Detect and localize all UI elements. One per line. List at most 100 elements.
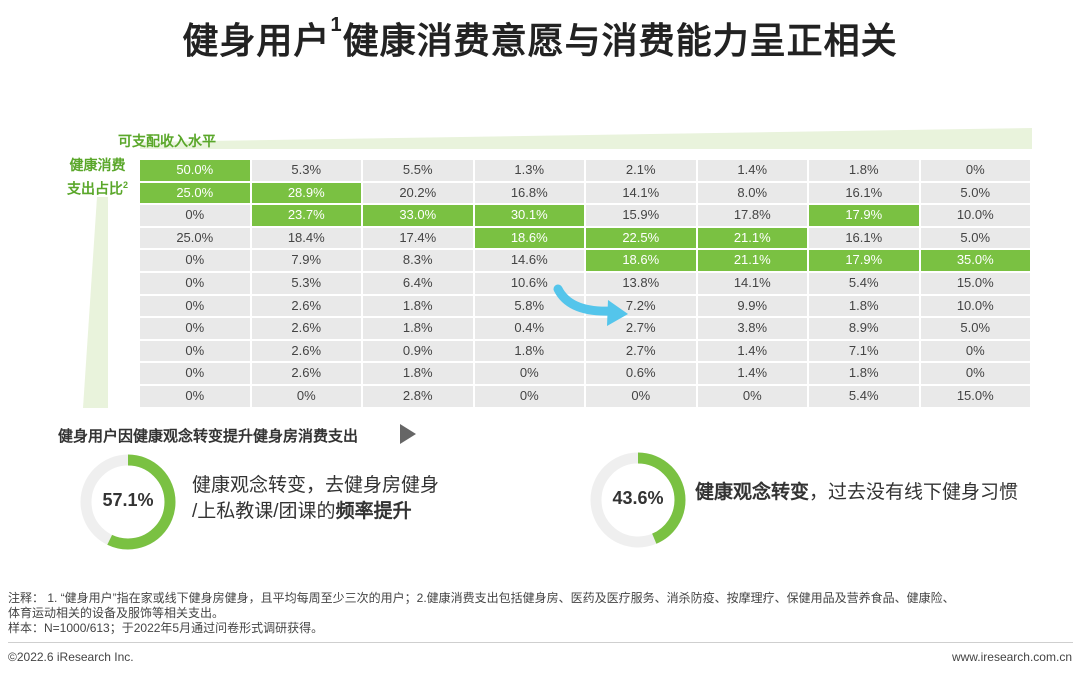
donut-2-description: 健康观念转变，过去没有线下健身习惯 [695, 482, 1019, 503]
table-cell: 5.5% [363, 160, 473, 181]
table-cell: 18.6% [586, 250, 696, 271]
table-cell: 5.4% [809, 386, 919, 407]
table-cell: 1.8% [809, 295, 919, 317]
table-cell: 0% [920, 363, 1030, 384]
table-cell: 16.1% [809, 227, 919, 249]
table-cell: 0% [920, 160, 1030, 181]
table-cell: 0% [251, 386, 361, 407]
table-cell: 18.4% [251, 227, 361, 249]
table-cell: 3.8% [697, 318, 807, 339]
table-cell: 2.6% [251, 318, 361, 339]
table-cell: 1.8% [474, 340, 584, 362]
table-cell: 2.1% [586, 160, 696, 181]
table-cell: 18.6% [474, 227, 584, 249]
donut-2-value: 43.6% [612, 488, 664, 508]
table-cell: 20.2% [363, 182, 473, 204]
table-cell: 5.0% [920, 318, 1030, 339]
table-cell: 0% [140, 250, 250, 271]
table-cell: 7.2% [586, 295, 696, 317]
donut-chart-1 [80, 454, 176, 550]
table-cell: 2.6% [251, 363, 361, 384]
table-cell: 6.4% [363, 273, 473, 294]
table-cell: 2.7% [586, 318, 696, 339]
table-cell: 25.0% [140, 227, 250, 249]
table-cell: 8.0% [697, 182, 807, 204]
donut-value-arc [590, 452, 686, 548]
table-cell: 0.9% [363, 340, 473, 362]
footer-divider [8, 642, 1073, 643]
table-cell: 16.8% [474, 182, 584, 204]
table-cell: 0% [140, 363, 250, 384]
table-cell: 0% [140, 340, 250, 362]
axis-wedges [83, 128, 1032, 408]
table-cell: 30.1% [474, 205, 584, 226]
table-cell: 15.0% [920, 273, 1030, 294]
copyright: ©2022.6 iResearch Inc. [8, 650, 134, 664]
table-cell: 25.0% [140, 182, 250, 204]
table-cell: 14.1% [697, 273, 807, 294]
table-cell: 2.6% [251, 340, 361, 362]
table-cell: 10.0% [920, 205, 1030, 226]
table-cell: 13.8% [586, 273, 696, 294]
table-cell: 5.3% [251, 160, 361, 181]
table-cell: 8.9% [809, 318, 919, 339]
table-cell: 0% [140, 205, 250, 226]
play-arrow-icon [400, 424, 416, 444]
table-cell: 14.1% [586, 182, 696, 204]
table-cell: 35.0% [920, 250, 1030, 271]
table-cell: 33.0% [363, 205, 473, 226]
data-table: 50.0% 5.3% 5.5% 1.3% 2.1% 1.4% 1.8% 0% 25.0% 28.9… [140, 160, 1030, 407]
donut-value-arc [80, 454, 176, 550]
table-cell: 1.8% [363, 363, 473, 384]
table-cell: 0% [586, 386, 696, 407]
table-cell: 0% [140, 273, 250, 294]
health-axis-wedge [83, 197, 108, 408]
table-cell: 15.0% [920, 386, 1030, 407]
table-cell: 2.6% [251, 295, 361, 317]
table-cell: 16.1% [809, 182, 919, 204]
table-cell: 17.4% [363, 227, 473, 249]
table-cell: 21.1% [697, 250, 807, 271]
footnote: 注释： 1. “健身用户”指在家或线下健身房健身，且平均每周至少三次的用户；2.… [8, 591, 955, 635]
section-title: 健身用户因健康观念转变提升健身房消费支出 [58, 428, 359, 445]
table-cell: 23.7% [251, 205, 361, 226]
table-cell: 14.6% [474, 250, 584, 271]
table-cell: 0% [474, 386, 584, 407]
donut-chart-2 [590, 452, 686, 548]
table-cell: 1.8% [363, 318, 473, 339]
table-cell: 7.9% [251, 250, 361, 271]
table-cell: 1.4% [697, 340, 807, 362]
table-cell: 28.9% [251, 182, 361, 204]
table-cell: 5.3% [251, 273, 361, 294]
table-cell: 15.9% [586, 205, 696, 226]
table-cell: 0.6% [586, 363, 696, 384]
donut-1-description: 健康观念转变，去健身房健身 /上私教课/团课的频率提升 [192, 475, 440, 522]
table-cell: 2.8% [363, 386, 473, 407]
health-axis-label: 健康消费 支出占比2 [66, 157, 128, 197]
table-cell: 7.1% [809, 340, 919, 362]
table-cell: 17.8% [697, 205, 807, 226]
table-cell: 1.8% [363, 295, 473, 317]
income-axis-wedge [140, 128, 1032, 149]
table-cell: 10.0% [920, 295, 1030, 317]
table-cell: 1.3% [474, 160, 584, 181]
table-cell: 1.4% [697, 160, 807, 181]
table-cell: 22.5% [586, 227, 696, 249]
table-cell: 5.8% [474, 295, 584, 317]
table-cell: 5.0% [920, 227, 1030, 249]
table-cell: 5.0% [920, 182, 1030, 204]
page-title: 健身用户1健康消费意愿与消费能力呈正相关 [182, 14, 898, 61]
table-cell: 21.1% [697, 227, 807, 249]
table-cell: 0.4% [474, 318, 584, 339]
website-url: www.iresearch.com.cn [951, 650, 1072, 664]
table-cell: 17.9% [809, 205, 919, 226]
table-cell: 0% [140, 318, 250, 339]
table-cell: 0% [920, 340, 1030, 362]
table-cell: 0% [140, 295, 250, 317]
table-cell: 17.9% [809, 250, 919, 271]
table-cell: 2.7% [586, 340, 696, 362]
income-axis-label: 可支配收入水平 [118, 133, 216, 149]
table-cell: 10.6% [474, 273, 584, 294]
table-cell: 0% [474, 363, 584, 384]
table-cell: 8.3% [363, 250, 473, 271]
